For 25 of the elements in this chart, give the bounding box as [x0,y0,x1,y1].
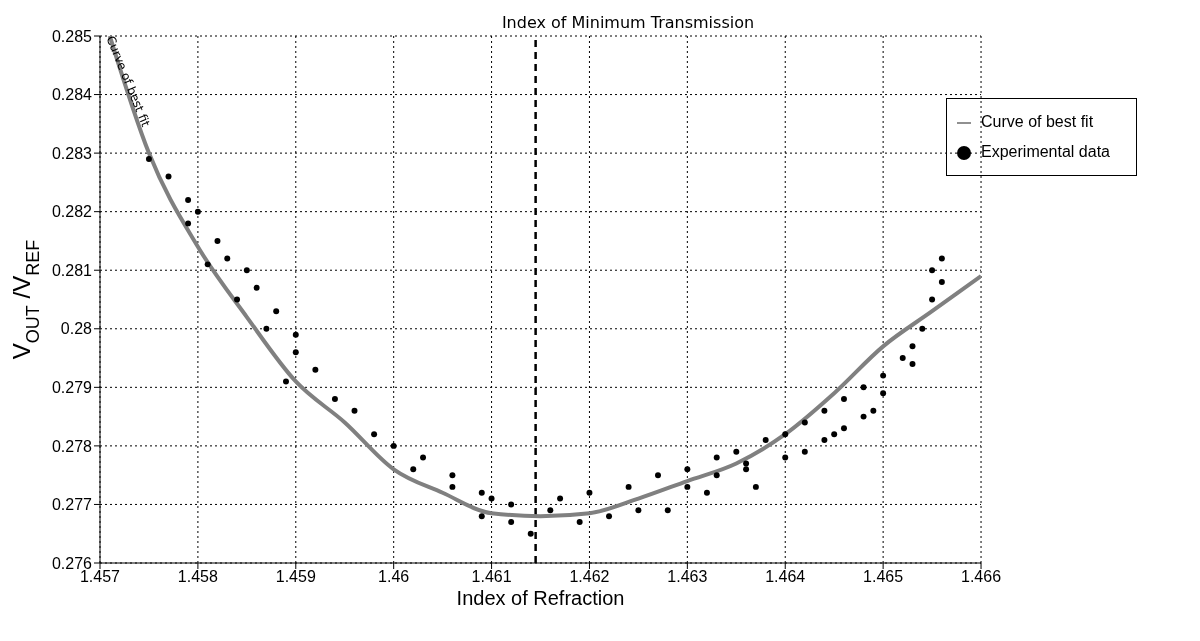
x-tick-label: 1.457 [79,568,121,586]
line-series [107,36,982,519]
y-tick-label: 0.277 [51,496,93,514]
y-tick-label: 0.284 [51,86,93,104]
x-tick-label: 1.463 [667,568,708,586]
x-tick-label: 1.46 [378,568,410,586]
x-axis-title: Index of Refraction [456,587,625,609]
y-tick-label: 0.279 [51,379,93,397]
y-tick-label: 0.282 [51,203,93,221]
x-tick-label: 1.462 [569,568,610,586]
x-tick-label: 1.466 [961,568,1002,586]
x-tick-label: 1.461 [471,568,512,586]
legend-label: Experimental data [981,143,1110,160]
annotation: Curve of best fit [103,33,153,130]
y-tick-label: 0.278 [51,437,93,455]
x-tick-label: 1.465 [863,568,904,586]
x-tick-label: 1.458 [177,568,219,586]
legend-label: Curve of best fit [981,113,1094,130]
y-tick-label: 0.281 [51,261,93,279]
x-tick-label: 1.459 [275,568,316,586]
y-tick-label: 0.285 [51,27,93,45]
y-tick-label: 0.28 [60,320,93,338]
chart-title: Index of Minimum Transmission [501,13,755,32]
x-tick-label: 1.464 [765,568,806,586]
y-tick-label: 0.283 [51,144,93,162]
